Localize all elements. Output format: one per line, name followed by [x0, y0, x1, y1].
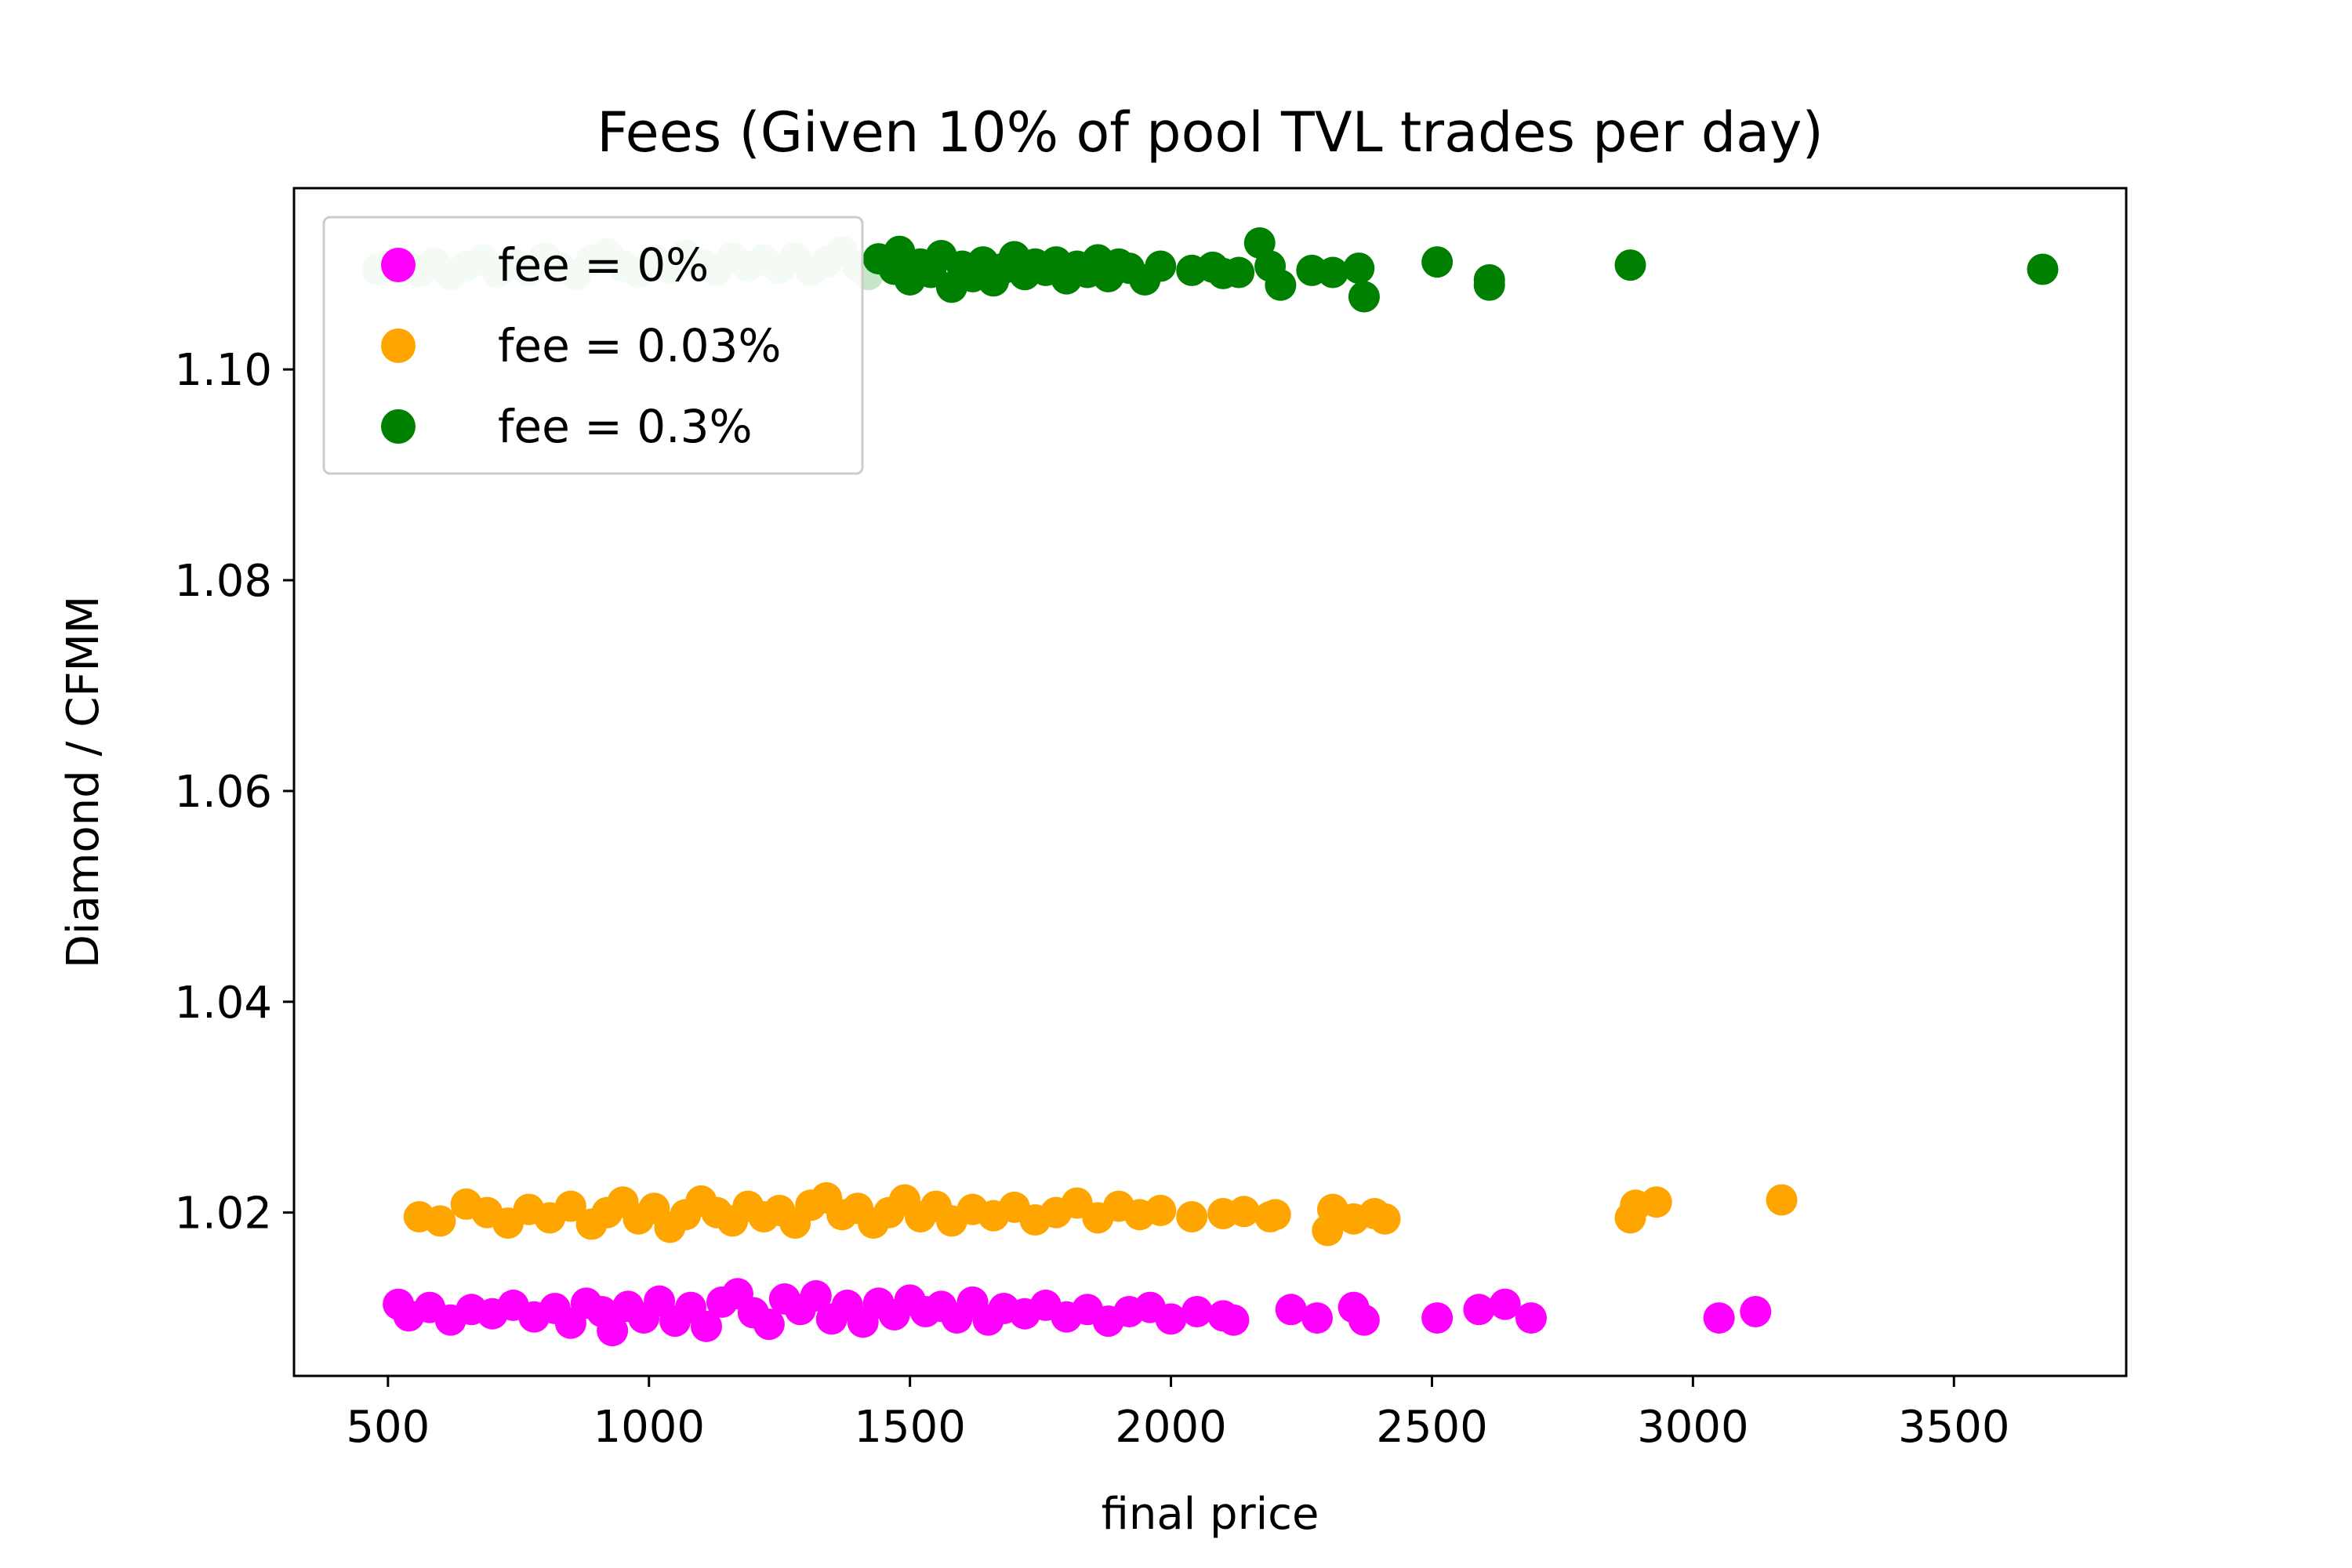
- legend-entries: fee = 0% fee = 0.03% fee = 0.3%: [381, 238, 782, 453]
- series-2-point: [1316, 256, 1348, 289]
- series-1-point: [1640, 1186, 1672, 1218]
- y-tick-label: 1.04: [174, 978, 272, 1029]
- series-0-point: [1155, 1303, 1187, 1335]
- legend-box: [322, 216, 864, 475]
- series-0-point: [1740, 1295, 1772, 1327]
- y-tick-label: 1.10: [174, 345, 272, 396]
- series-0-point: [1301, 1302, 1333, 1334]
- legend-marker: [381, 248, 416, 282]
- series-0-point: [1515, 1302, 1547, 1334]
- series-1-point: [1228, 1196, 1260, 1228]
- series-0-point: [1489, 1288, 1521, 1320]
- chart-title: Fees (Given 10% of pool TVL trades per d…: [597, 100, 1824, 165]
- legend-label: fee = 0.3%: [498, 400, 753, 453]
- legend-label: fee = 0%: [498, 238, 709, 292]
- series-1-point: [1176, 1201, 1208, 1233]
- series-0-point: [1348, 1304, 1380, 1336]
- x-tick-label: 3000: [1637, 1402, 1749, 1453]
- series-2-point: [1223, 256, 1255, 289]
- series-1-point: [1259, 1199, 1291, 1231]
- series-1-point: [424, 1205, 456, 1237]
- ticks-layer: 500 1000 1500 2000 2500 3000 3500 1.02 1.04 1.06 1…: [174, 345, 2009, 1453]
- x-tick-label: 3500: [1898, 1402, 2010, 1453]
- series-2-point: [1343, 252, 1375, 285]
- series-0-point: [1421, 1302, 1454, 1334]
- series-1-point: [1766, 1184, 1798, 1216]
- series-1-point: [554, 1190, 586, 1222]
- series-0-point: [690, 1310, 722, 1342]
- legend-label: fee = 0.03%: [498, 319, 782, 372]
- series-0-point: [1463, 1294, 1495, 1326]
- legend-marker: [381, 328, 416, 363]
- x-tick-label: 1500: [854, 1402, 966, 1453]
- plot-frame: [292, 187, 2128, 1377]
- x-tick-label: 2000: [1115, 1402, 1227, 1453]
- series-0-point: [1275, 1294, 1307, 1326]
- series-1-point: [1369, 1203, 1401, 1235]
- y-tick-label: 1.06: [174, 767, 272, 818]
- series-0-point: [1703, 1302, 1735, 1334]
- y-tick-label: 1.02: [174, 1189, 272, 1240]
- x-axis-label: final price: [1102, 1489, 1319, 1540]
- x-tick-label: 1000: [593, 1402, 705, 1453]
- legend-marker: [381, 409, 416, 444]
- series-2-point: [1348, 281, 1380, 313]
- series-2-point: [1145, 250, 1177, 282]
- series-0-point: [1218, 1304, 1250, 1336]
- y-tick-label: 1.08: [174, 556, 272, 607]
- series-0-point: [753, 1308, 785, 1341]
- series-2-point: [2027, 253, 2059, 285]
- series-2-point: [1473, 269, 1505, 301]
- y-axis-label: Diamond / CFMM: [58, 596, 109, 968]
- series-2-point: [1421, 246, 1454, 278]
- series-0-point: [1181, 1295, 1213, 1327]
- series-0-point: [597, 1315, 629, 1347]
- x-tick-label: 500: [346, 1402, 430, 1453]
- x-tick-label: 2500: [1376, 1402, 1488, 1453]
- series-2-point: [1614, 249, 1646, 281]
- series-1-point: [1145, 1194, 1177, 1226]
- series-2-point: [1265, 269, 1297, 301]
- series-0-point: [800, 1279, 832, 1312]
- legend: fee = 0% fee = 0.03% fee = 0.3%: [322, 216, 864, 475]
